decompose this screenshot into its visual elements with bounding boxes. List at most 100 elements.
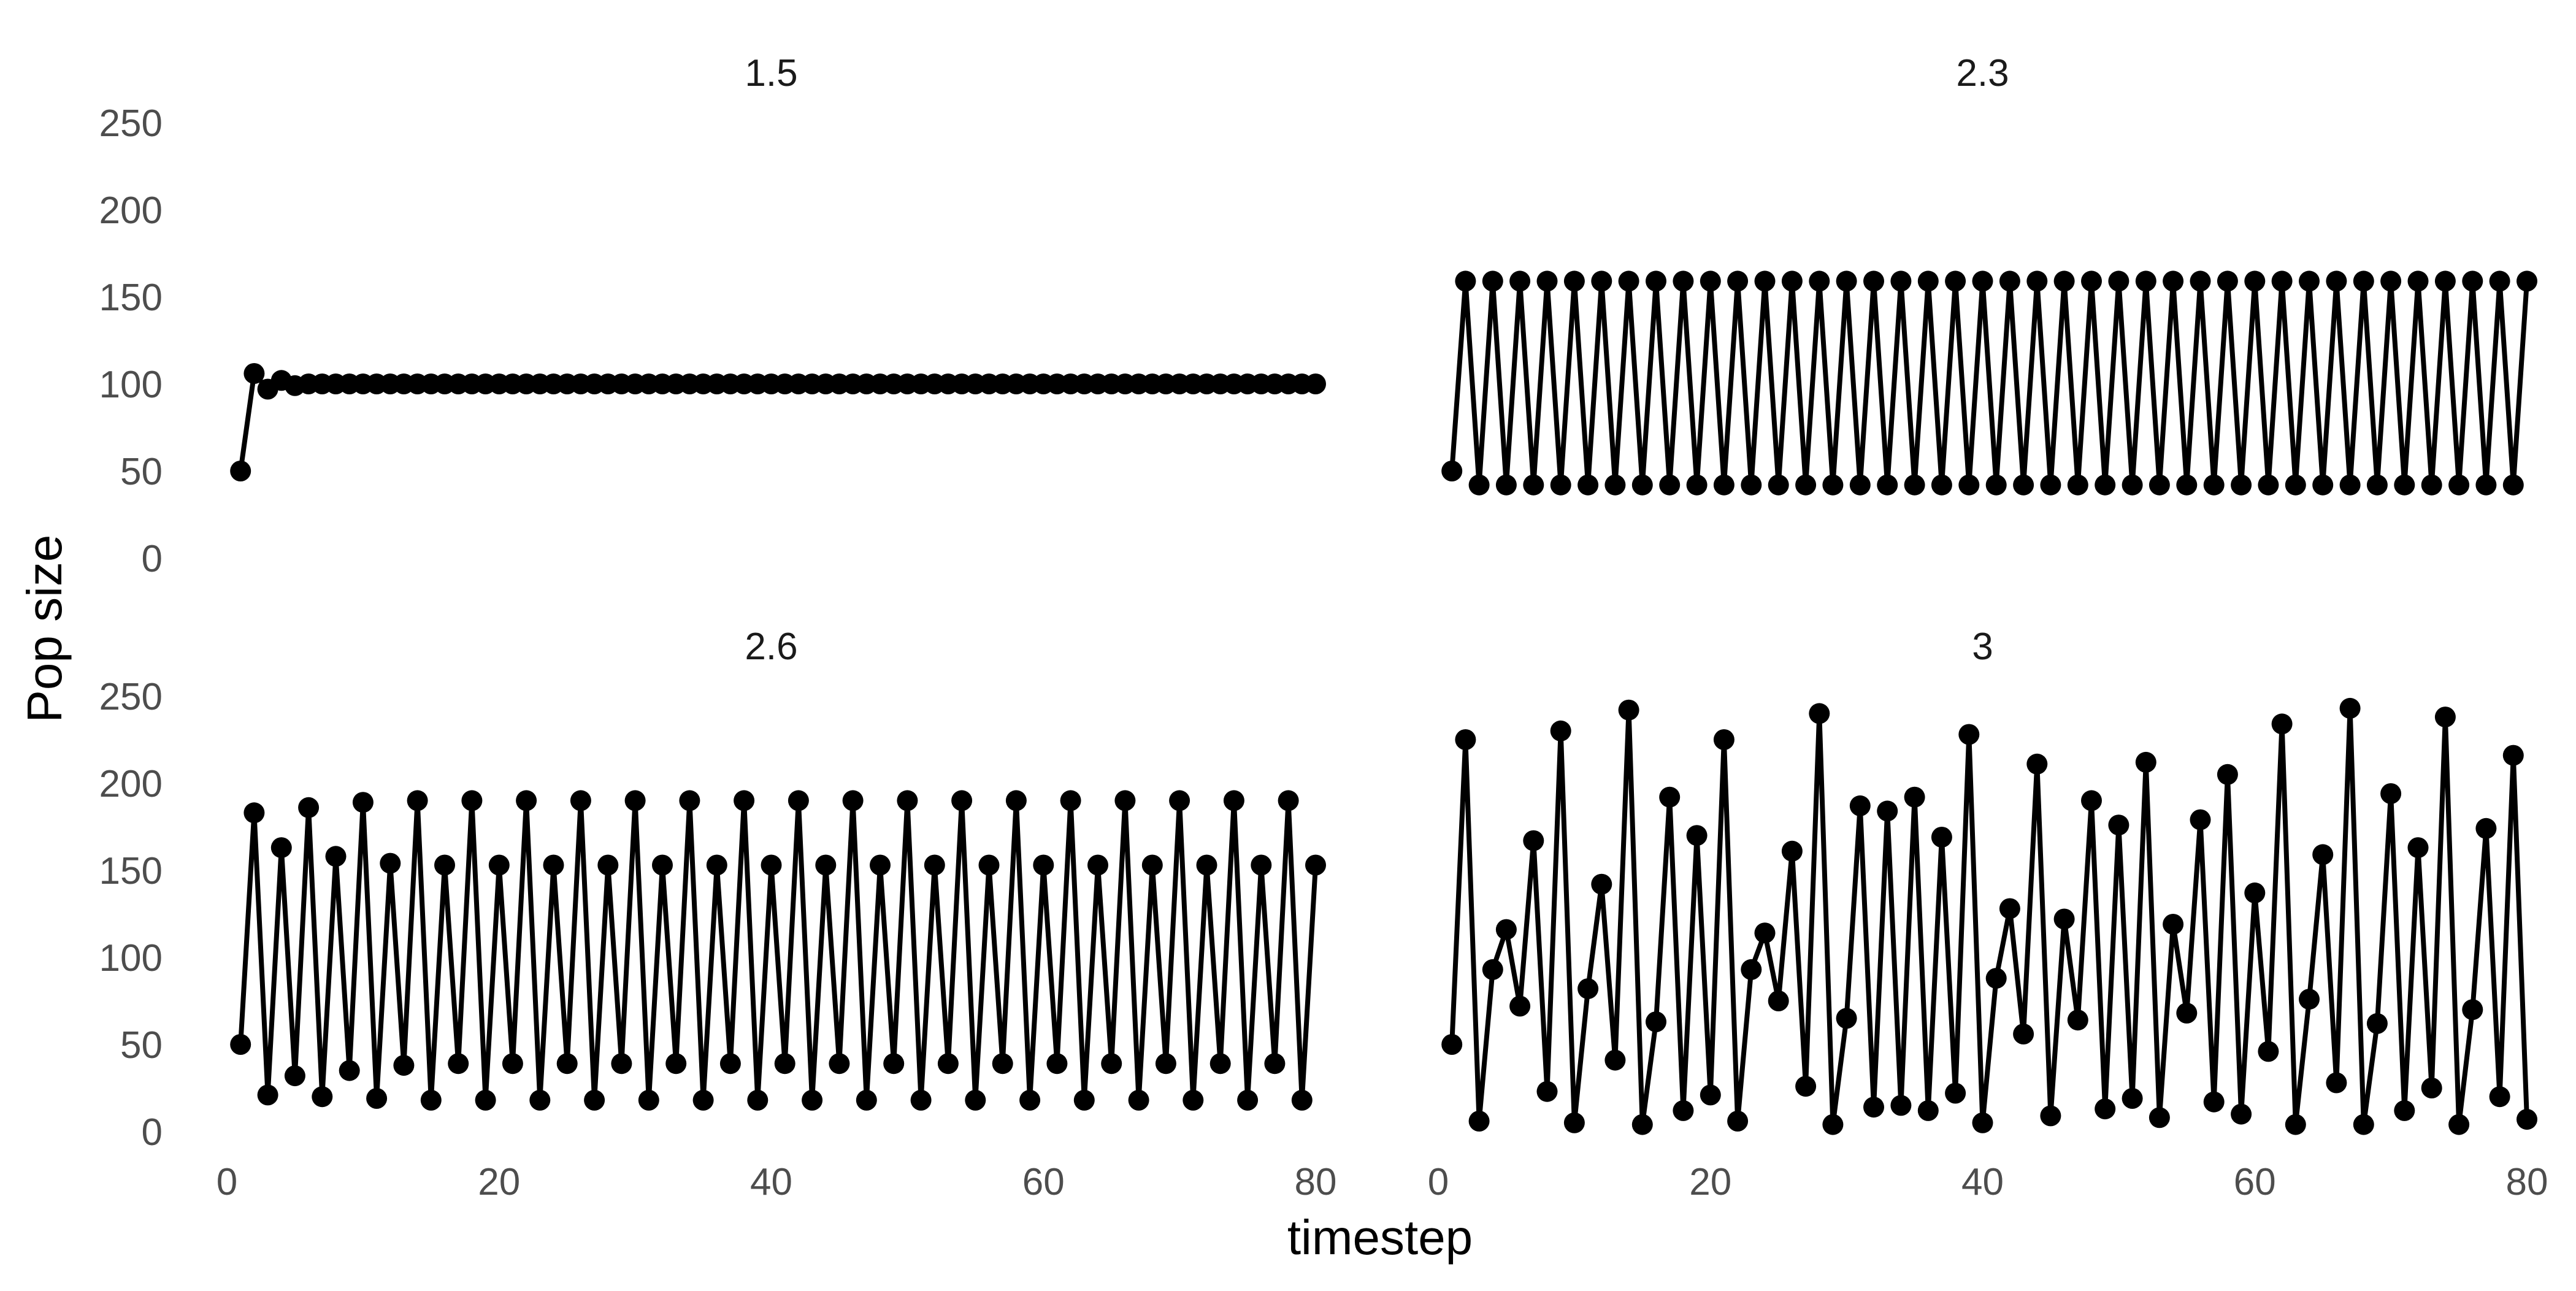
data-point [842, 790, 864, 811]
data-point [1646, 270, 1666, 292]
data-point [1237, 1089, 1259, 1111]
x-tick-label: 20 [1689, 1161, 1731, 1203]
y-tick-label: 200 [99, 190, 163, 232]
data-point [1877, 800, 1898, 822]
data-point [2095, 1098, 2116, 1120]
data-point [624, 790, 646, 811]
data-point [2448, 1114, 2470, 1135]
data-point [2244, 270, 2266, 292]
data-point [529, 1089, 551, 1111]
data-point [2095, 474, 2116, 496]
data-point [2258, 1041, 2279, 1062]
data-point [2285, 474, 2306, 496]
data-point [543, 854, 564, 876]
data-point [1945, 270, 1966, 292]
data-point [1577, 474, 1599, 496]
data-point [2026, 753, 2048, 775]
data-point [1795, 1076, 1817, 1097]
data-point [870, 854, 891, 876]
data-point [2081, 790, 2102, 811]
data-point [706, 854, 727, 876]
data-point [2026, 270, 2048, 292]
data-point [1890, 270, 1912, 292]
x-tick-label: 60 [2234, 1161, 2276, 1203]
data-point [1046, 1053, 1068, 1075]
data-point [2081, 270, 2102, 292]
data-point [1754, 922, 1776, 944]
y-tick-label: 100 [99, 364, 163, 406]
data-point [1618, 699, 1639, 721]
data-point [965, 1089, 986, 1111]
data-point [2135, 270, 2156, 292]
data-point [1877, 474, 1898, 496]
data-point [1795, 474, 1817, 496]
data-point [1686, 474, 1708, 496]
data-point [2067, 474, 2088, 496]
data-point [2407, 837, 2429, 859]
facet-label: 2.3 [1956, 52, 2009, 94]
data-point [1836, 270, 1857, 292]
data-point [502, 1053, 523, 1075]
data-point [1523, 830, 1544, 851]
data-point [1673, 1100, 1694, 1121]
facet-label: 1.5 [745, 52, 797, 94]
data-point [1917, 270, 1939, 292]
data-point [1183, 1089, 1204, 1111]
series-line [1449, 705, 2529, 1127]
data-point [2271, 270, 2293, 292]
data-point [829, 1053, 850, 1075]
data-point [2353, 1114, 2374, 1135]
data-point [1849, 795, 1871, 816]
data-point [1700, 1084, 1721, 1106]
data-point [2176, 474, 2198, 496]
data-point [2135, 751, 2156, 773]
data-point [788, 790, 809, 811]
data-point [2285, 1114, 2306, 1135]
data-point [1727, 270, 1749, 292]
data-point [2312, 844, 2334, 865]
data-point [1863, 270, 1884, 292]
data-point [230, 1034, 251, 1055]
series-line [1449, 278, 2529, 488]
data-point [243, 802, 265, 824]
data-point [1631, 474, 1653, 496]
data-point [2489, 270, 2510, 292]
data-point [1495, 474, 1517, 496]
data-point [2421, 474, 2442, 496]
data-point [2394, 474, 2415, 496]
data-point [679, 790, 700, 811]
data-point [2217, 270, 2238, 292]
data-point [352, 792, 374, 813]
data-point [2326, 270, 2347, 292]
data-point [1972, 1112, 1993, 1133]
y-tick-label: 100 [99, 937, 163, 979]
x-tick-label: 80 [1295, 1161, 1337, 1203]
data-point [1563, 1112, 1585, 1133]
y-tick-label: 250 [99, 102, 163, 145]
data-point [1741, 474, 1762, 496]
data-point [1509, 995, 1531, 1017]
x-tick-label: 20 [478, 1161, 520, 1203]
panel-2: 2.6 0 50 100 150 200 250 0 20 40 60 80 [99, 626, 1337, 1203]
data-point [1822, 474, 1844, 496]
data-point [2299, 989, 2320, 1010]
data-point [570, 790, 591, 811]
data-point [270, 837, 292, 859]
data-point [1441, 461, 1463, 481]
y-axis-title: Pop size [17, 535, 72, 723]
data-point [380, 852, 401, 874]
y-tick-label: 50 [120, 1024, 163, 1067]
data-point [1999, 898, 2020, 919]
data-point [1577, 978, 1599, 1000]
data-point [2203, 474, 2225, 496]
data-point [1836, 1008, 1857, 1029]
data-point [393, 1055, 415, 1076]
data-point [1455, 270, 1476, 292]
data-point [1251, 854, 1272, 876]
data-point [257, 1084, 278, 1106]
data-point [815, 854, 837, 876]
data-point [2380, 783, 2402, 804]
data-point [1604, 1049, 1626, 1071]
data-point [2040, 1105, 2061, 1127]
data-point [2108, 270, 2129, 292]
